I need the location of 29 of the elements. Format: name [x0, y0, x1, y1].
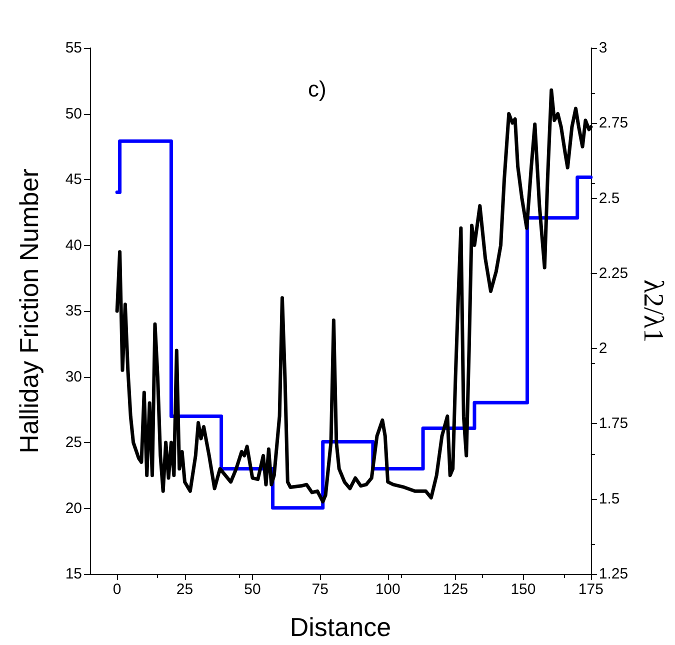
y2-tick-label: 1.75: [598, 415, 628, 432]
x-tick-label: 125: [443, 581, 468, 598]
y-tick-label: 50: [65, 105, 82, 122]
x-tick-label: 75: [312, 581, 328, 598]
x-tick-label: 0: [112, 581, 122, 598]
x-tick-label: 25: [176, 581, 194, 598]
annotation: c): [308, 76, 326, 102]
y2-tick-label: 1.25: [598, 566, 628, 582]
x-tick-label: 100: [375, 581, 400, 598]
y-tick-label: 40: [65, 236, 82, 254]
y-axis-title: Halliday Friction Number: [14, 168, 44, 454]
x-tick-label: 50: [244, 581, 261, 598]
y2-tick-label: 2: [598, 340, 608, 358]
y2-tick-label: 3: [598, 40, 608, 56]
y2-tick-label: 2.75: [598, 114, 628, 132]
y2-tick-label: 1.5: [598, 490, 620, 508]
y2-tick-label: 2.5: [598, 190, 620, 207]
y-tick-label: 25: [65, 434, 82, 451]
y-tick-label: 35: [65, 302, 82, 320]
y-tick-label: 55: [65, 40, 82, 56]
y-tick-label: 15: [65, 566, 82, 582]
y2-axis-title: λ2/λ1: [638, 280, 668, 342]
x-tick-label: 175: [578, 581, 604, 598]
x-tick-label: 150: [510, 581, 536, 598]
y2-tick-label: 2.25: [598, 264, 628, 282]
y-tick-label: 20: [65, 500, 82, 517]
y-tick-label: 45: [65, 171, 82, 188]
y-tick-label: 30: [65, 368, 82, 386]
x-axis-title: Distance: [290, 612, 392, 642]
